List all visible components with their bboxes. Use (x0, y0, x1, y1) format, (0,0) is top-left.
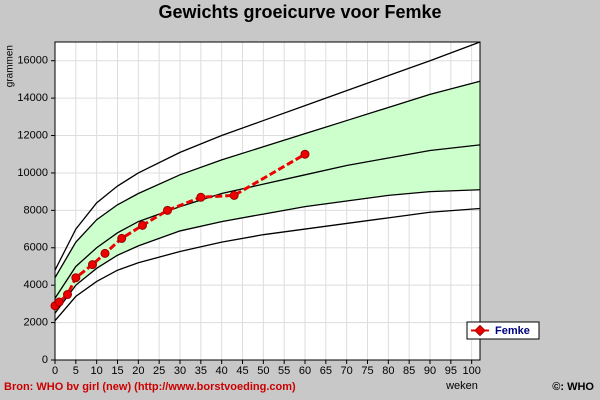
x-tick-label: 15 (111, 365, 123, 377)
data-point (229, 190, 239, 200)
source-note: Bron: WHO bv girl (new) (http://www.bors… (4, 381, 296, 393)
x-axis-label: weken (445, 380, 478, 392)
reference-curve (54, 207, 481, 322)
x-tick-label: 95 (445, 365, 457, 377)
band-edge (54, 80, 481, 279)
x-tick-label: 75 (361, 365, 373, 377)
data-point (100, 248, 110, 258)
x-tick-label: 25 (153, 365, 165, 377)
y-tick-label: 0 (42, 354, 48, 366)
data-point (117, 233, 127, 243)
x-tick-label: 35 (195, 365, 207, 377)
x-tick-label: 20 (132, 365, 144, 377)
reference-curve (54, 41, 481, 271)
x-tick-label: 85 (403, 365, 415, 377)
y-axis-label: grammen (5, 45, 16, 87)
y-tick-label: 6000 (24, 242, 48, 254)
x-tick-label: 70 (341, 365, 353, 377)
x-tick-label: 45 (236, 365, 248, 377)
data-point (54, 297, 64, 307)
x-tick-label: 65 (320, 365, 332, 377)
data-point (71, 273, 81, 283)
x-tick-label: 100 (462, 365, 480, 377)
data-point (138, 220, 147, 230)
band-edge (54, 189, 481, 314)
data-point (196, 192, 206, 202)
credit-note: ©: WHO (552, 381, 594, 393)
chart-title: Gewichts groeicurve voor Femke (158, 2, 441, 22)
legend-box (466, 321, 540, 340)
plot-frame (54, 41, 481, 361)
x-tick-label: 60 (299, 365, 311, 377)
y-tick-label: 8000 (24, 204, 48, 216)
y-tick-label: 12000 (17, 129, 48, 141)
x-tick-label: 30 (174, 365, 186, 377)
x-tick-label: 55 (278, 365, 290, 377)
legend-marker (474, 324, 486, 337)
x-tick-label: 80 (382, 365, 394, 377)
x-tick-label: 5 (73, 365, 79, 377)
data-point (163, 205, 172, 215)
reference-curve (54, 144, 481, 299)
y-tick-label: 10000 (17, 167, 48, 179)
legend-label: Femke (495, 325, 530, 337)
reference-band (55, 81, 480, 314)
y-tick-label: 14000 (17, 92, 48, 104)
y-tick-label: 4000 (24, 279, 48, 291)
x-tick-label: 90 (424, 365, 436, 377)
x-tick-label: 40 (216, 365, 228, 377)
x-tick-label: 10 (91, 365, 103, 377)
x-tick-label: 0 (52, 365, 58, 377)
data-point (88, 260, 97, 270)
x-tick-label: 50 (257, 365, 269, 377)
data-point (300, 149, 310, 159)
y-tick-label: 16000 (17, 55, 48, 67)
data-point (63, 290, 72, 300)
y-tick-label: 2000 (24, 316, 48, 328)
